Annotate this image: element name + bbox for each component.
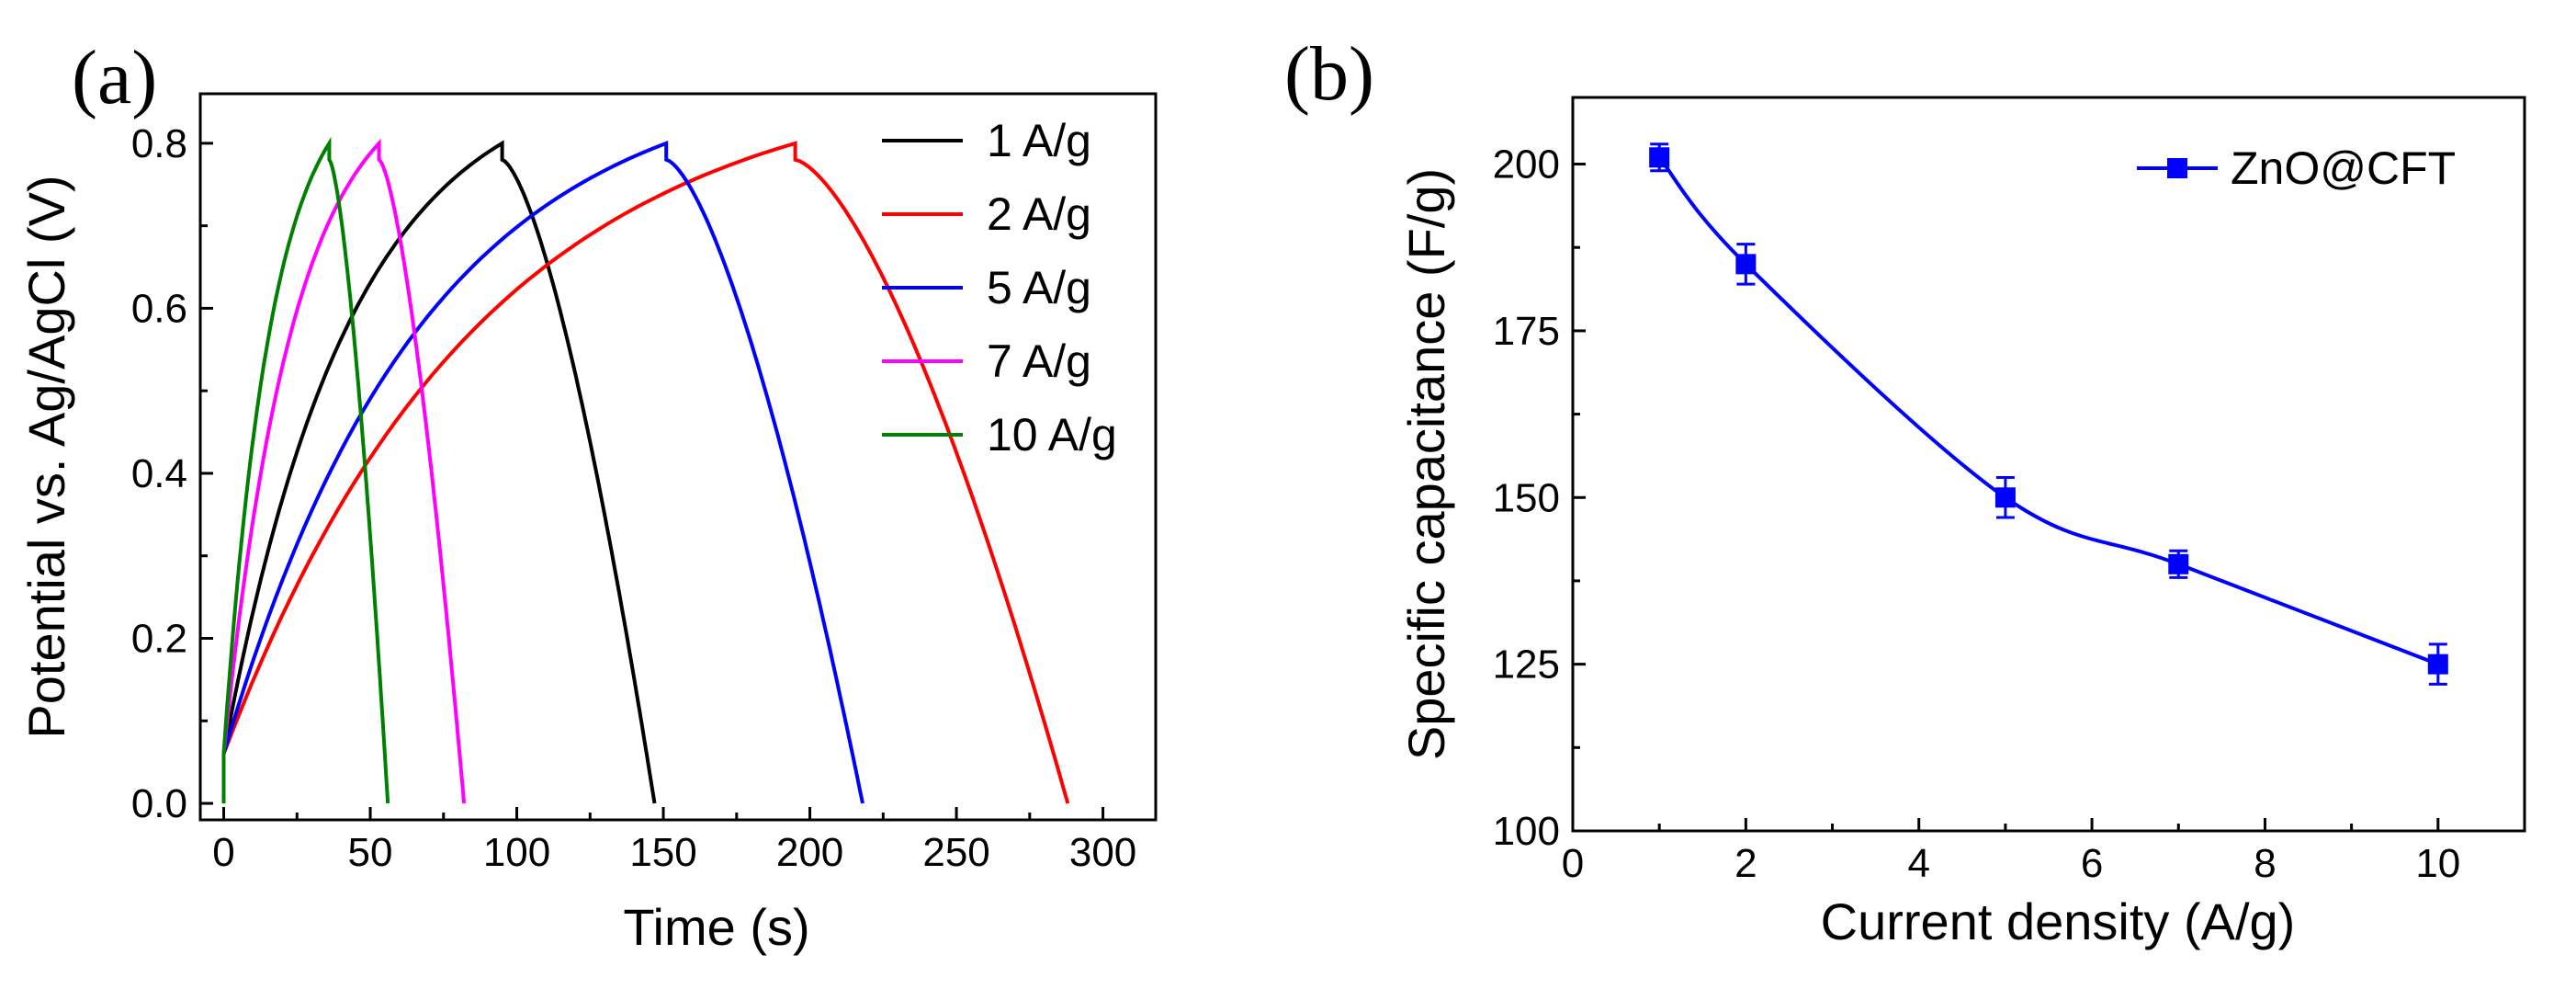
panel-b-y-tick-label: 100 — [1493, 809, 1560, 854]
panel-a-y-tick-label: 0.4 — [131, 451, 187, 496]
series-line-2-a-g — [221, 141, 1070, 804]
panel-a-x-tick-label: 200 — [776, 830, 843, 875]
legend-label-10-a-g: 10 A/g — [987, 409, 1117, 460]
data-point-marker — [1735, 254, 1757, 275]
panel-b-capacitance-chart: (b) 0 2 4 6 8 10 100 125 150 175 200 ZnO@CFT Curr… — [1284, 31, 2526, 950]
panel-b-x-tick-label: 4 — [1907, 841, 1929, 886]
panel-a-x-tick-label: 50 — [348, 830, 393, 875]
panel-a-x-ticks: 0 50 100 150 200 250 300 — [212, 807, 1136, 875]
panel-b-y-tick-label: 150 — [1493, 475, 1560, 520]
data-point-marker — [1994, 487, 2016, 508]
panel-a-plot-frame — [198, 92, 1158, 822]
panel-b-x-axis-label: Current density (A/g) — [1821, 892, 2296, 950]
panel-b-x-ticks: 0 2 4 6 8 10 — [1562, 818, 2460, 886]
panel-b-x-tick-label: 0 — [1562, 841, 1584, 886]
panel-a-x-tick-label: 100 — [483, 830, 550, 875]
panel-b-y-tick-label: 200 — [1493, 142, 1560, 188]
series-line-5-a-g — [221, 140, 864, 804]
series-line-10-a-g — [221, 136, 390, 804]
panel-a-legend: 1 A/g 2 A/g 5 A/g 7 A/g 10 A/g — [882, 115, 1117, 460]
panel-a-y-tick-label: 0.0 — [131, 781, 187, 826]
legend-marker-zno-cft — [2167, 158, 2187, 178]
data-point-marker — [2168, 553, 2189, 574]
panel-b-y-axis-label: Specific capacitance (F/g) — [1397, 168, 1455, 760]
panel-b-x-tick-label: 6 — [2081, 841, 2103, 886]
legend-label-2-a-g: 2 A/g — [987, 188, 1091, 240]
legend-label-7-a-g: 7 A/g — [987, 335, 1091, 387]
legend-label-5-a-g: 5 A/g — [987, 262, 1091, 313]
legend-label-zno-cft: ZnO@CFT — [2231, 142, 2456, 194]
panel-a-series — [221, 136, 1070, 804]
panel-a-y-tick-label: 0.2 — [131, 617, 187, 662]
panel-a-x-tick-label: 300 — [1069, 830, 1136, 875]
panel-a-y-ticks: 0.0 0.2 0.4 0.6 0.8 — [131, 121, 213, 826]
legend-label-1-a-g: 1 A/g — [987, 115, 1091, 166]
panel-a-gcd-chart: (a) 0 50 100 150 200 250 300 0.0 0.2 0.4 0.6 0.8 1… — [17, 35, 1158, 956]
panel-a-x-axis-label: Time (s) — [623, 898, 809, 956]
panel-b-y-tick-label: 125 — [1493, 642, 1560, 688]
data-point-marker — [1649, 147, 1670, 168]
series-line-zno-cft — [1657, 156, 2439, 666]
panel-b-x-tick-label: 2 — [1734, 841, 1757, 886]
panel-b-x-tick-label: 10 — [2415, 841, 2460, 886]
panel-a-y-axis-label: Potential vs. Ag/AgCl (V) — [17, 175, 75, 738]
panel-a-y-tick-label: 0.8 — [131, 121, 187, 166]
panel-b-legend: ZnO@CFT — [2137, 142, 2456, 194]
panel-b-y-tick-label: 175 — [1493, 309, 1560, 354]
panel-a-x-tick-label: 250 — [922, 830, 989, 875]
panel-a-x-tick-label: 0 — [212, 830, 234, 875]
panel-a-y-tick-label: 0.6 — [131, 286, 187, 331]
panel-b-series — [1649, 142, 2448, 686]
series-line-7-a-g — [221, 138, 467, 804]
series-line-1-a-g — [221, 140, 657, 804]
panel-a-x-tick-label: 150 — [629, 830, 696, 875]
panel-b-plot-frame — [1571, 96, 2526, 833]
panel-b-y-ticks: 100 125 150 175 200 — [1493, 142, 1586, 854]
panel-b-label: (b) — [1284, 31, 1374, 117]
data-point-marker — [2427, 654, 2448, 675]
panel-b-x-tick-label: 8 — [2254, 841, 2276, 886]
panel-a-label: (a) — [72, 35, 157, 120]
